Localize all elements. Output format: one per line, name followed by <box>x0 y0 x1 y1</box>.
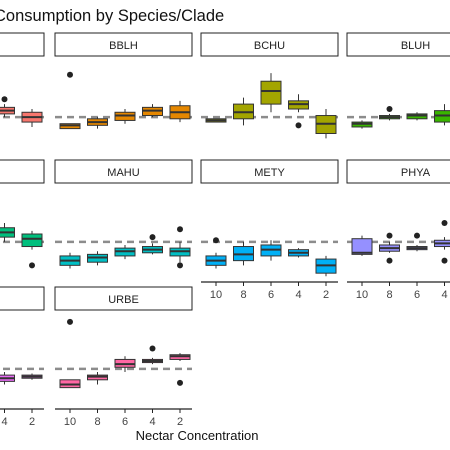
outlier-point <box>177 379 183 386</box>
x-tick-label: 4 <box>149 416 155 428</box>
facet-panels: BBLH BCHU BLUH MAHU METY 10 8 6 4 2 PHYA 10 8 6 4 10 8 6 4… <box>0 32 450 428</box>
box <box>260 80 282 105</box>
chart-title: Consumption by Species/Clade <box>0 7 224 25</box>
facet-strip <box>54 159 193 184</box>
x-tick-label: 2 <box>29 416 35 428</box>
facet-strip-label: METY <box>254 167 285 179</box>
facet-panel: BBLH <box>54 32 193 130</box>
x-tick-label: 6 <box>122 416 128 428</box>
x-tick-label: 8 <box>386 289 392 301</box>
facet-panel: BLUH <box>346 32 450 129</box>
box <box>21 233 43 248</box>
outlier-point <box>177 262 183 269</box>
x-tick-label: 10 <box>64 416 76 428</box>
facet-panel <box>0 159 45 269</box>
box <box>351 238 373 255</box>
x-tick-label: 6 <box>414 289 420 301</box>
x-axis-label: Nectar Concentration <box>136 428 259 443</box>
outlier-point <box>1 96 8 103</box>
facet-strip <box>346 159 450 184</box>
outlier-point <box>441 220 448 227</box>
facet-panel: BCHU <box>200 32 339 139</box>
outlier-point <box>441 257 448 264</box>
x-tick-label: 8 <box>240 289 246 301</box>
outlier-point <box>149 345 156 352</box>
outlier-point <box>213 237 219 244</box>
facet-strip <box>200 32 339 57</box>
x-tick-label: 2 <box>177 416 183 428</box>
facet-panel: PHYA 10 8 6 4 <box>346 159 450 301</box>
facet-panel: URBE 10 8 6 4 2 <box>54 286 193 428</box>
facet-strip <box>200 159 339 184</box>
facet-panel: METY 10 8 6 4 2 <box>200 159 339 301</box>
facet-strip <box>0 286 45 311</box>
x-tick-label: 10 <box>356 289 368 301</box>
x-tick-label: 8 <box>94 416 100 428</box>
outlier-point <box>295 122 302 129</box>
x-tick-label: 4 <box>295 289 301 301</box>
outlier-point <box>67 318 73 325</box>
x-tick-label: 4 <box>1 416 7 428</box>
facet-strip <box>0 159 45 184</box>
x-tick-label: 10 <box>210 289 222 301</box>
outlier-point <box>29 262 35 269</box>
x-tick-label: 2 <box>323 289 329 301</box>
facet-strip-label: BCHU <box>254 40 285 52</box>
facet-panel <box>0 32 45 127</box>
x-tick-label: 6 <box>268 289 274 301</box>
facet-strip-label: MAHU <box>107 167 139 179</box>
outlier-point <box>67 71 73 78</box>
facet-strip <box>346 32 450 57</box>
facet-panel: MAHU <box>54 159 193 269</box>
facet-strip-label: URBE <box>108 294 139 306</box>
x-tick-label: 4 <box>441 289 447 301</box>
outlier-point <box>414 232 420 239</box>
outlier-point <box>149 234 156 241</box>
facet-strip-label: BLUH <box>401 40 430 52</box>
outlier-point <box>386 232 393 239</box>
facet-strip-label: PHYA <box>401 167 431 179</box>
outlier-point <box>386 106 393 112</box>
facet-strip <box>0 32 45 57</box>
outlier-point <box>177 226 183 233</box>
outlier-point <box>386 257 393 264</box>
facet-strip <box>54 32 193 57</box>
facet-strip-label: BBLH <box>109 40 138 52</box>
facet-strip <box>54 286 193 311</box>
